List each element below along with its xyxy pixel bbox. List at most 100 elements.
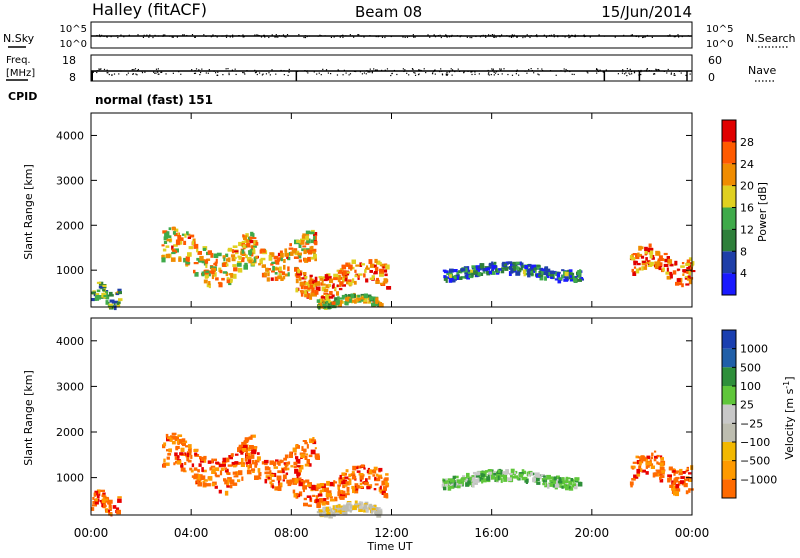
nave-point [654, 73, 656, 75]
echo-cell [253, 245, 257, 248]
echo-cell [254, 462, 258, 468]
noise-search-point [516, 36, 518, 38]
echo-cell [351, 485, 355, 490]
echo-cell [176, 455, 180, 459]
echo-cell [174, 436, 179, 441]
echo-cell [374, 258, 378, 263]
nave-point [403, 70, 405, 73]
echo-cell [305, 282, 308, 286]
echo-cell [328, 512, 331, 516]
echo-cell [100, 489, 105, 492]
echo-cell [197, 469, 200, 473]
noise-search-point [557, 36, 559, 38]
echo-cell [675, 488, 681, 492]
echo-cell [534, 472, 540, 477]
echo-cell [685, 469, 688, 473]
echo-cell [469, 477, 473, 481]
noise-search-point [186, 34, 188, 37]
echo-cell [485, 267, 490, 271]
nave-point [172, 72, 174, 74]
noise-right-tick: 10^5 [706, 24, 733, 35]
echo-cell [223, 257, 226, 262]
nave-point [120, 70, 122, 72]
noise-search-point [152, 36, 154, 39]
echo-cell [647, 462, 652, 466]
echo-cell [168, 448, 172, 453]
echo-cell [544, 266, 549, 272]
echo-cell [309, 284, 315, 289]
echo-cell [328, 283, 332, 287]
nave-point [494, 72, 497, 74]
nave-point [596, 72, 598, 74]
echo-cell [314, 284, 317, 287]
noise-search-point [529, 36, 531, 39]
echo-cell [310, 245, 314, 249]
noise-search-point [487, 34, 490, 36]
echo-cell [307, 287, 311, 290]
echo-cell [297, 268, 300, 274]
nave-point [306, 70, 308, 73]
echo-cell [379, 268, 384, 273]
noise-search-point [128, 34, 130, 36]
echo-cell [367, 294, 372, 298]
echo-cell [645, 465, 648, 469]
noise-search-point [143, 34, 145, 36]
noise-search-point [524, 36, 526, 38]
echo-cell [335, 504, 339, 508]
echo-cell [630, 482, 633, 488]
nave-point [511, 74, 514, 76]
echo-cell [357, 294, 361, 298]
nave-point [640, 73, 642, 76]
noise-search-point [210, 36, 212, 38]
echo-cell [478, 473, 484, 476]
echo-cell [218, 489, 222, 494]
echo-cell [497, 469, 501, 473]
echo-cell [688, 270, 692, 276]
echo-cell [337, 491, 342, 497]
echo-cell [331, 294, 335, 298]
noise-search-point [493, 36, 495, 38]
echo-cell [656, 461, 659, 465]
noise-search-point [526, 34, 528, 36]
echo-cell [315, 495, 320, 498]
echo-cell [551, 477, 554, 482]
echo-cell [359, 485, 364, 489]
noise-search-point [369, 35, 371, 37]
noise-search-point [569, 36, 571, 38]
echo-cell [96, 489, 101, 494]
noise-search-point [339, 36, 341, 38]
noise-search-point [191, 34, 194, 36]
echo-cell [306, 444, 309, 449]
echo-cell [353, 280, 357, 285]
echo-cell [96, 289, 101, 293]
echo-cell [238, 241, 243, 247]
echo-cell [246, 469, 252, 475]
echo-cell [498, 268, 502, 271]
nave-point [158, 73, 160, 75]
echo-cell [282, 275, 286, 280]
nave-point [439, 70, 441, 73]
echo-cell [265, 267, 269, 272]
echo-cell [105, 291, 108, 296]
echo-cell [344, 472, 347, 476]
echo-cell [578, 274, 581, 278]
nave-point [487, 73, 489, 75]
echo-cell [561, 477, 565, 481]
echo-cell [493, 472, 497, 476]
echo-cell [167, 453, 172, 456]
echo-cell [677, 268, 681, 271]
echo-cell [360, 293, 366, 297]
echo-cell [273, 255, 279, 260]
echo-cell [553, 476, 557, 481]
echo-cell [337, 296, 340, 302]
echo-cell [501, 262, 505, 267]
echo-cell [334, 297, 338, 302]
noise-search-point [142, 36, 145, 39]
nave-point [569, 70, 571, 73]
noise-search-point [510, 35, 512, 38]
nave-point [269, 74, 271, 76]
noise-search-point [603, 35, 606, 37]
echo-cell [658, 462, 661, 465]
echo-cell [484, 470, 490, 473]
noise-search-point [448, 36, 451, 38]
